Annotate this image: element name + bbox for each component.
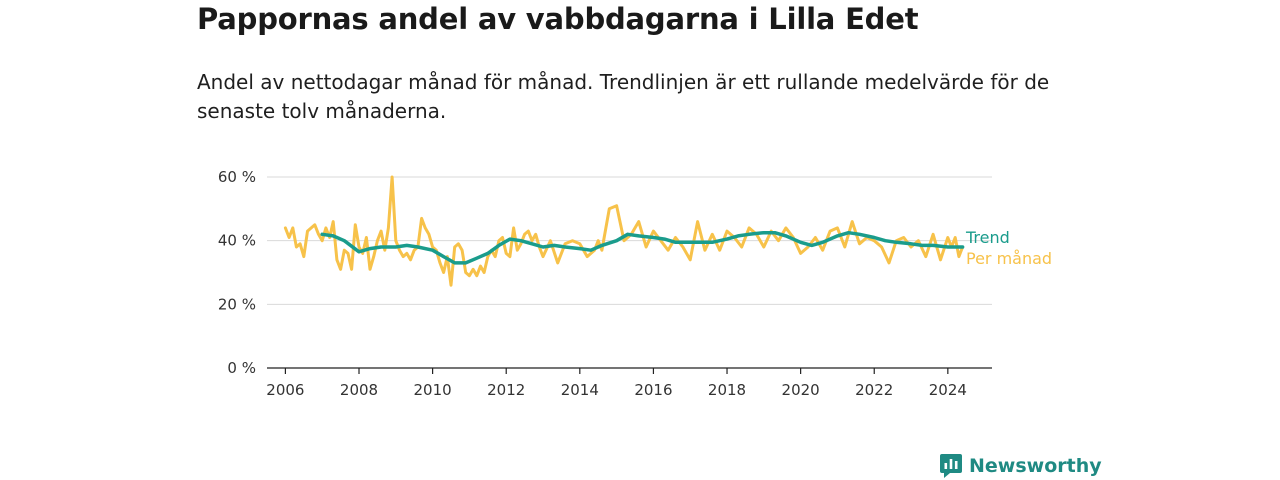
x-tick-label: 2018 [708,381,746,399]
y-tick-label: 40 % [218,232,256,250]
brand-name: Newsworthy [969,455,1102,477]
legend: Trend Per månad [965,228,1052,268]
x-tick-label: 2008 [340,381,378,399]
chart-title: Pappornas andel av vabbdagarna i Lilla E… [197,2,919,36]
monthly-series-line [283,175,965,287]
x-axis: 2006 2008 2010 2012 2014 2016 2018 2020 2022 2024 [266,367,992,399]
x-tick-label: 2022 [855,381,893,399]
series-lines [283,175,965,287]
x-tick-label: 2006 [266,381,304,399]
x-tick-label: 2010 [414,381,452,399]
legend-label-per-manad: Per månad [966,249,1052,268]
x-tick-label: 2016 [634,381,672,399]
x-tick-label: 2014 [561,381,599,399]
y-tick-label: 0 % [227,359,256,377]
chart-subtitle: Andel av nettodagar månad för månad. Tre… [197,70,1050,123]
legend-label-trend: Trend [965,228,1010,247]
y-axis-ticks: 0 % 20 % 40 % 60 % [218,168,256,377]
x-tick-label: 2020 [782,381,820,399]
y-tick-label: 20 % [218,295,256,313]
y-tick-label: 60 % [218,168,256,186]
x-tick-label: 2012 [487,381,525,399]
trend-series-line [320,230,965,265]
newsworthy-logo-icon [940,454,962,478]
brand-logo[interactable]: Newsworthy [940,452,1102,480]
x-tick-label: 2024 [929,381,967,399]
